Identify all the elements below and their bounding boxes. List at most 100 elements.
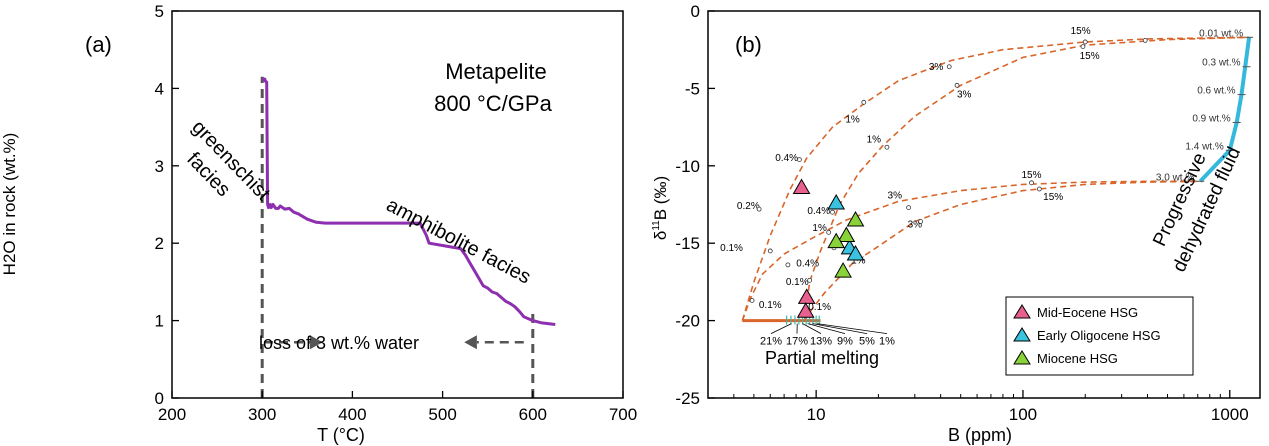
curve-percent-label: 0.1% — [720, 243, 743, 254]
curve-mark — [797, 157, 802, 163]
y-tick-label: -20 — [675, 312, 700, 331]
data-point-triangle — [796, 302, 815, 318]
curve-mark — [906, 205, 912, 210]
curve-percent-label: 15% — [1022, 170, 1042, 181]
fluid-path-percent-label: 1.4 wt.% — [1185, 141, 1223, 152]
curve-percent-label: 15% — [1080, 51, 1100, 62]
delta-tail: B (‰) — [651, 176, 670, 220]
curve-mark — [1029, 180, 1034, 186]
panel-a-x-label: T (°C) — [317, 425, 365, 445]
y-tick-label: 2 — [155, 234, 164, 253]
curve-mark — [826, 229, 832, 235]
data-point-triangle — [827, 232, 846, 249]
partial-melting-arrow — [816, 323, 888, 334]
fluid-path-percent-label: 0.01 wt.% — [1199, 28, 1243, 39]
x-tick-label: 100 — [1009, 405, 1037, 424]
curve-percent-label: 0.1% — [759, 300, 782, 311]
x-tick-label: 200 — [158, 405, 186, 424]
y-tick-label: 4 — [155, 79, 164, 98]
curve-percent-label: 1% — [851, 255, 866, 266]
curve-mark — [1142, 38, 1148, 43]
partial-melting-percent-label: 21% — [760, 336, 782, 348]
partial-melting-label: Partial melting — [765, 348, 879, 368]
delta-superscript: 11 — [651, 220, 662, 231]
fluid-path-percent-label: 3.0 wt.% — [1156, 172, 1194, 183]
data-point-triangle — [792, 178, 811, 194]
panel-a-axes: 200 300 400 500 600 700 0 1 2 3 4 5 — [155, 2, 638, 424]
partial-melting-arrow — [812, 323, 868, 334]
legend-marker-miocene — [1013, 350, 1031, 365]
panel-b-frame — [707, 10, 1261, 399]
curve-mark — [1082, 39, 1088, 45]
legend: Mid-Eocene HSG Early Oligocene HSG Mioce… — [1005, 296, 1194, 376]
curve-percent-label: 3% — [929, 62, 944, 73]
mixing-curve — [741, 180, 1201, 321]
curve-percent-label: 0.1% — [786, 277, 809, 288]
curve-percent-label: 0.2% — [737, 201, 760, 212]
curve-percent-label: 15% — [1071, 26, 1091, 37]
partial-melting-arrow — [807, 323, 846, 334]
panel-b: 15%15%3%3%1%1%0.4%0.2% 0.4%1%0.1%0.4%0.1%… — [651, 2, 1261, 445]
curve-percent-label: 3% — [957, 90, 972, 101]
curve-percent-label: 1% — [812, 223, 827, 234]
data-point-triangle — [846, 245, 865, 261]
x-tick-label: 10 — [807, 405, 826, 424]
panel-b-label: (b) — [735, 32, 762, 57]
y-tick-label: -25 — [675, 389, 700, 408]
partial-melting-percent-label: 5% — [859, 336, 875, 348]
legend-box — [1005, 296, 1194, 376]
legend-marker-early-oligocene — [1013, 327, 1031, 342]
partial-melting-arrow — [802, 323, 822, 334]
x-tick-label: 400 — [338, 405, 366, 424]
y-tick-label: 3 — [155, 157, 164, 176]
data-point-triangle — [797, 288, 816, 304]
y-tick-label: 0 — [691, 2, 700, 21]
water-loss-label: loss of 3 wt.% water — [259, 333, 419, 353]
partial-melting-percent-label: 13% — [810, 336, 832, 348]
x-tick-label: 700 — [609, 405, 637, 424]
panel-a-title-line2: 800 °C/GPa — [434, 91, 552, 116]
y-tick-label: 1 — [155, 312, 164, 331]
delta-symbol: δ — [651, 231, 670, 240]
data-point-triangle — [827, 193, 846, 210]
curve-mark — [767, 248, 773, 254]
curve-percent-label: 15% — [1043, 192, 1063, 203]
mixing-curve — [804, 180, 1201, 322]
y-tick-label: -15 — [675, 234, 700, 253]
legend-label-mid-eocene: Mid-Eocene HSG — [1037, 305, 1138, 320]
curve-mark — [785, 262, 791, 268]
mixing-curve-layer: 15%15%3%3%1%1%0.4%0.2% 0.4%1%0.1%0.4%0.1%… — [720, 26, 1254, 348]
curve-mark — [749, 298, 755, 303]
legend-marker-mid-eocene — [1013, 304, 1031, 319]
panel-a-title-line1: Metapelite — [445, 59, 547, 84]
curve-mark — [756, 206, 762, 212]
panel-b-axes: 0 -5 -10 -15 -20 -25 10 100 1000 — [675, 2, 1248, 424]
y-tick-label: 0 — [155, 389, 164, 408]
curve-mark — [884, 144, 890, 150]
x-tick-label: 300 — [248, 405, 276, 424]
h2o-curve-layer — [260, 76, 556, 398]
curve-mark — [1036, 186, 1042, 192]
curve-percent-label: 0.4% — [796, 258, 819, 269]
curve-percent-label: 3% — [908, 220, 923, 231]
curve-percent-label: 0.1% — [808, 302, 831, 313]
legend-label-miocene: Miocene HSG — [1037, 351, 1118, 366]
panel-a-label: (a) — [85, 32, 112, 57]
legend-label-early-oligocene: Early Oligocene HSG — [1037, 328, 1161, 343]
curve-percent-label: 3% — [888, 190, 903, 201]
curve-percent-label: 1% — [845, 114, 860, 125]
h2o-content-curve — [262, 77, 556, 326]
partial-melting-percent-label: 17% — [786, 336, 808, 348]
fluid-path-percent-label: 0.6 wt.% — [1197, 86, 1235, 97]
curve-mark — [918, 219, 924, 224]
curve-mark — [1080, 44, 1086, 50]
x-tick-label: 600 — [519, 405, 547, 424]
curve-mark — [861, 99, 867, 105]
curve-mark — [954, 82, 960, 88]
curve-percent-label: 0.4% — [775, 153, 798, 164]
curve-mark — [807, 277, 813, 283]
water-loss-arrowhead-right — [310, 335, 323, 350]
partial-melting-percent-label: 1% — [879, 336, 895, 348]
x-tick-label: 1000 — [1211, 405, 1249, 424]
